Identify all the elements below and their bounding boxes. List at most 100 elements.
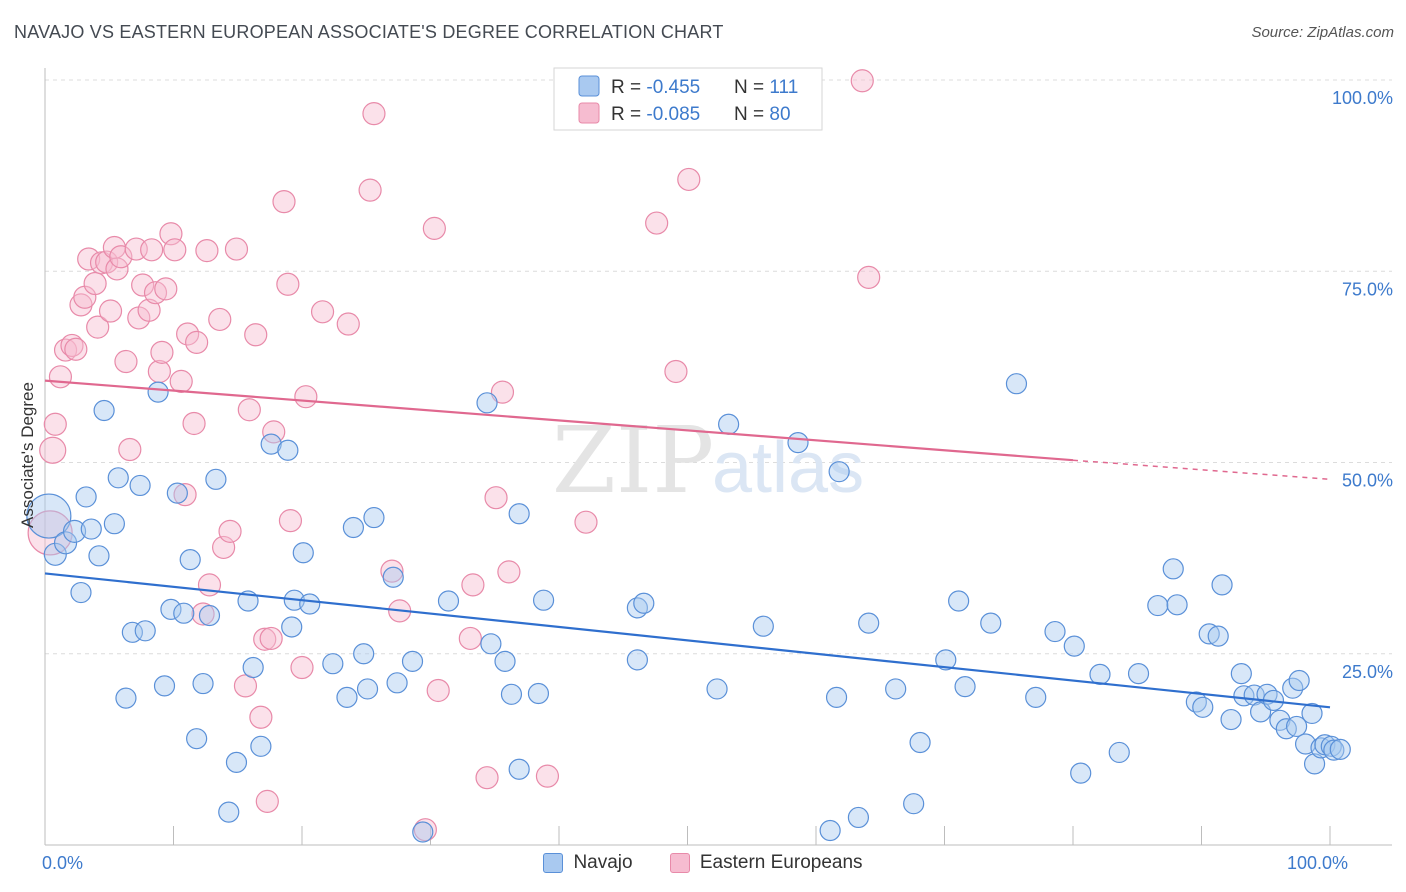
eastern-europeans-point-32 [173,483,197,507]
eastern-europeans-point-19 [118,437,142,462]
eastern-europeans-point-74 [664,359,688,384]
navajo-point-47 [476,392,498,414]
navajo-point-68 [903,793,925,815]
navajo-point-87 [1198,623,1220,645]
navajo-point-82 [1147,594,1169,617]
eastern-europeans-point-64 [426,678,450,703]
navajo-point-30 [260,433,282,455]
navajo-point-5 [75,486,97,508]
eastern-europeans-point-45 [244,323,268,347]
eastern-europeans-point-68 [484,486,508,510]
navajo-point-39 [353,643,375,665]
navajo-point-16 [153,675,176,697]
eastern-europeans-point-1 [39,436,67,464]
navajo-point-65 [847,806,870,829]
navajo-point-71 [948,590,970,612]
navajo-point-55 [626,649,648,671]
eastern-europeans-point-4 [53,338,78,362]
eastern-europeans-point-41 [218,519,242,543]
navajo-point-6 [80,518,102,540]
navajo-point-7 [88,545,110,567]
axes [44,68,1392,846]
navajo-point-57 [633,592,655,614]
svg-text:R = -0.085: R = -0.085 [611,104,700,125]
eastern-europeans-point-47 [253,627,277,651]
navajo-point-4 [70,581,92,604]
tick-labels: 25.0% 50.0% 75.0% 100.0% 0.0% 100.0% [42,88,1393,873]
navajo-point-75 [1025,686,1047,708]
x-tick-label-1: 100.0% [1287,853,1348,873]
legend-item-navajo: Navajo [543,852,633,874]
eastern-europeans-point-55 [294,385,318,409]
navajo-point-54 [532,589,555,611]
navajo-point-11 [115,687,137,709]
navajo-point-76 [1044,620,1066,643]
source-label: Source: ZipAtlas.com [1251,24,1394,41]
eastern-europeans-point-62 [413,818,437,842]
navajo-point-58 [706,678,728,700]
legend-n-value-1: 111 [769,77,798,98]
navajo-point-88 [1207,625,1229,647]
eastern-europeans-point-35 [185,330,209,354]
series-legend: Navajo Eastern Europeans [0,852,1406,879]
y-tick-label-2: 75.0% [1342,279,1393,299]
watermark-zip: ZIP [552,407,714,514]
eastern-europeans-point-10 [83,271,107,296]
eastern-europeans-point-26 [147,359,171,384]
navajo-point-104 [1303,753,1326,775]
eastern-europeans-point-39 [208,307,232,332]
eastern-europeans-point-30 [163,238,187,262]
navajo-point-26 [225,751,248,773]
navajo-point-61 [787,432,809,454]
legend-swatch-eastern-europeans-bottom [669,853,690,873]
eastern-europeans-point-44 [237,398,261,422]
navajo-point-28 [242,656,264,679]
eastern-europeans-point-22 [131,273,155,297]
navajo-point-49 [494,650,516,673]
navajo-point-38 [342,516,364,539]
eastern-europeans-point-48 [255,789,279,813]
eastern-europeans-point-0 [27,510,73,556]
eastern-europeans-point-59 [362,102,386,126]
eastern-europeans-point-51 [272,190,296,214]
navajo-point-8 [93,399,115,422]
navajo-point-29 [250,735,272,757]
y-axis-label: Associate's Degree [18,382,37,528]
navajo-point-37 [336,686,358,708]
navajo-point-45 [412,821,434,843]
navajo-point-10 [107,467,129,489]
x-tick-label-0: 0.0% [42,853,83,873]
eastern-europeans-point-49 [259,626,283,651]
legend-r-value-2: -0.085 [646,104,700,125]
navajo-point-73 [980,612,1002,634]
legend-r-label-2: R = [611,104,646,125]
eastern-europeans-point-52 [276,272,300,296]
eastern-europeans-point-58 [358,178,382,202]
eastern-europeans-point-76 [850,69,874,93]
navajo-point-46 [437,590,460,612]
navajo-point-41 [363,506,385,529]
eastern-europeans-point-11 [86,315,110,339]
legend-swatch-navajo-bottom [543,853,564,873]
navajo-point-20 [179,549,201,571]
navajo-point-62 [819,819,841,842]
legend-swatch-navajo [578,75,600,97]
navajo-point-89 [1211,574,1233,596]
navajo-point-108 [1323,739,1345,761]
navajo-point-66 [858,612,880,634]
eastern-europeans-point-31 [169,369,193,394]
eastern-europeans-point-70 [497,560,521,584]
navajo-point-86 [1192,696,1214,718]
navajo-point-72 [954,676,976,698]
navajo-point-13 [129,474,151,497]
navajo-point-31 [277,439,299,461]
eastern-europeans-point-36 [191,602,215,626]
navajo-point-25 [218,801,240,823]
legend-label-navajo: Navajo [573,852,633,873]
eastern-europeans-point-53 [278,509,303,533]
navajo-point-70 [935,649,957,671]
eastern-europeans-point-3 [48,365,73,389]
legend-r-value-1: -0.455 [646,77,700,98]
navajo-point-22 [192,672,214,695]
legend-n-label-2: N = [734,104,769,125]
